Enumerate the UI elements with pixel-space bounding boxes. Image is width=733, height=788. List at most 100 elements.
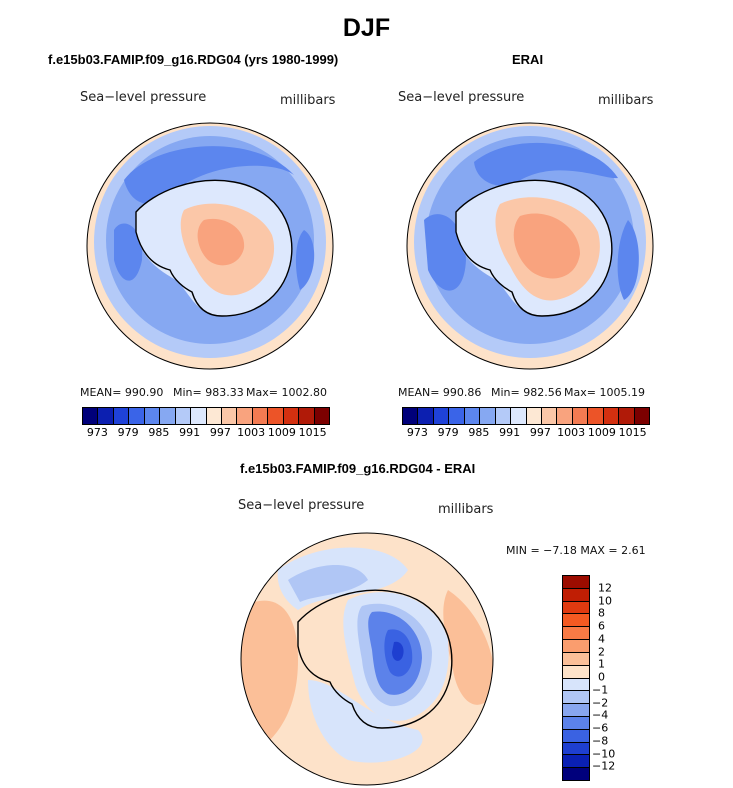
- diff-map-border: [240, 532, 494, 786]
- diff-pos-east: [443, 590, 493, 705]
- colorbar-swatch: [563, 614, 589, 628]
- obs-units-label: millibars: [598, 93, 654, 108]
- diff-neg-south: [308, 680, 423, 763]
- model-colorbar: [82, 407, 330, 425]
- model-max: Max= 1002.80: [246, 386, 327, 399]
- colorbar-swatch: [563, 627, 589, 641]
- colorbar-swatch: [563, 576, 589, 589]
- colorbar-swatch: [83, 408, 99, 424]
- colorbar-swatch: [526, 408, 542, 424]
- diff-minmax: MIN = −7.18 MAX = 2.61: [506, 544, 646, 557]
- obs-min: Min= 982.56: [491, 386, 562, 399]
- colorbar-swatch: [588, 408, 604, 424]
- colorbar-tick-label: 4: [598, 632, 605, 646]
- colorbar-tick-label: 973: [406, 426, 428, 439]
- colorbar-swatch: [563, 742, 589, 756]
- colorbar-tick-label: −2: [592, 696, 609, 709]
- model-continent-peak: [197, 218, 245, 266]
- colorbar-swatch: [511, 408, 527, 424]
- colorbar-swatch: [221, 408, 238, 424]
- colorbar-swatch: [175, 408, 192, 424]
- obs-colorbar-ticks: 973 979 985 991 997 1003 1009 1015: [402, 426, 648, 440]
- colorbar-swatch: [563, 729, 589, 743]
- colorbar-tick-label: 973: [86, 426, 108, 439]
- model-colorbar-ticks: 973 979 985 991 997 1003 1009 1015: [82, 426, 328, 440]
- colorbar-tick-label: 1009: [267, 426, 296, 439]
- colorbar-tick-label: −8: [592, 734, 609, 748]
- colorbar-tick-label: 8: [598, 606, 605, 620]
- colorbar-swatch: [572, 408, 589, 424]
- colorbar-tick-label: 979: [117, 426, 139, 439]
- colorbar-swatch: [563, 652, 589, 666]
- model-coastline: [135, 179, 293, 317]
- colorbar-swatch: [603, 408, 620, 424]
- colorbar-swatch: [113, 408, 130, 424]
- diff-units-label: millibars: [438, 502, 494, 517]
- model-panel-title: f.e15b03.FAMIP.f09_g16.RDG04 (yrs 1980-1…: [48, 52, 339, 67]
- colorbar-swatch: [268, 408, 284, 424]
- colorbar-swatch: [299, 408, 315, 424]
- colorbar-swatch: [98, 408, 114, 424]
- colorbar-tick-label: 997: [529, 426, 551, 439]
- colorbar-swatch: [283, 408, 300, 424]
- colorbar-swatch: [563, 665, 589, 679]
- colorbar-swatch: [418, 408, 434, 424]
- colorbar-swatch: [403, 408, 419, 424]
- colorbar-tick-label: −12: [592, 759, 616, 773]
- colorbar-tick-label: 1015: [298, 426, 327, 439]
- colorbar-swatch: [634, 408, 649, 424]
- colorbar-tick-label: 1009: [587, 426, 616, 439]
- colorbar-tick-label: 991: [179, 426, 201, 439]
- colorbar-swatch: [563, 768, 589, 780]
- colorbar-tick-label: 1003: [237, 426, 266, 439]
- colorbar-swatch: [563, 601, 589, 615]
- colorbar-swatch: [563, 640, 589, 653]
- colorbar-swatch: [563, 716, 589, 730]
- colorbar-swatch: [495, 408, 512, 424]
- colorbar-swatch: [563, 691, 589, 705]
- colorbar-tick-label: −1: [592, 683, 609, 697]
- obs-coastline: [455, 179, 613, 317]
- colorbar-swatch: [191, 408, 207, 424]
- colorbar-tick-label: 985: [468, 426, 490, 439]
- colorbar-swatch: [129, 408, 145, 424]
- colorbar-swatch: [206, 408, 222, 424]
- diff-map: [240, 532, 494, 786]
- model-min: Min= 983.33: [173, 386, 244, 399]
- colorbar-swatch: [563, 678, 589, 692]
- colorbar-tick-label: 10: [598, 594, 612, 607]
- model-low-east: [295, 230, 315, 290]
- obs-panel-title: ERAI: [512, 52, 544, 67]
- model-units-label: millibars: [280, 93, 336, 108]
- colorbar-swatch: [464, 408, 481, 424]
- obs-continent-peak: [513, 213, 580, 279]
- diff-colorbar: [562, 575, 590, 781]
- obs-field-label: Sea−level pressure: [398, 90, 525, 105]
- obs-map-border: [406, 122, 654, 370]
- figure-title: DJF: [342, 14, 391, 42]
- colorbar-tick-label: 979: [437, 426, 459, 439]
- model-field-label: Sea−level pressure: [80, 90, 207, 105]
- colorbar-swatch: [433, 408, 450, 424]
- model-low-north: [124, 146, 294, 204]
- colorbar-tick-label: 1015: [618, 426, 647, 439]
- diff-panel-title: f.e15b03.FAMIP.f09_g16.RDG04 - ERAI: [240, 461, 476, 476]
- colorbar-swatch: [237, 408, 253, 424]
- colorbar-swatch: [563, 704, 589, 717]
- colorbar-swatch: [619, 408, 635, 424]
- model-mean: MEAN= 990.90: [80, 386, 164, 399]
- colorbar-tick-label: −6: [592, 721, 609, 735]
- colorbar-swatch: [541, 408, 558, 424]
- diff-coastline: [297, 589, 453, 729]
- colorbar-swatch: [160, 408, 176, 424]
- model-map-border: [86, 122, 334, 370]
- colorbar-swatch: [557, 408, 573, 424]
- colorbar-tick-label: 991: [499, 426, 521, 439]
- colorbar-tick-label: 12: [598, 581, 612, 595]
- colorbar-tick-label: 985: [148, 426, 170, 439]
- obs-map: [406, 122, 654, 370]
- model-map: [86, 122, 334, 370]
- obs-low-west: [424, 214, 466, 291]
- diff-colorbar-ticks: 12 10 8 6 4 2 1 0 −1 −2 −4 −6 −8 −10 −12: [592, 575, 626, 779]
- colorbar-tick-label: 2: [598, 645, 605, 658]
